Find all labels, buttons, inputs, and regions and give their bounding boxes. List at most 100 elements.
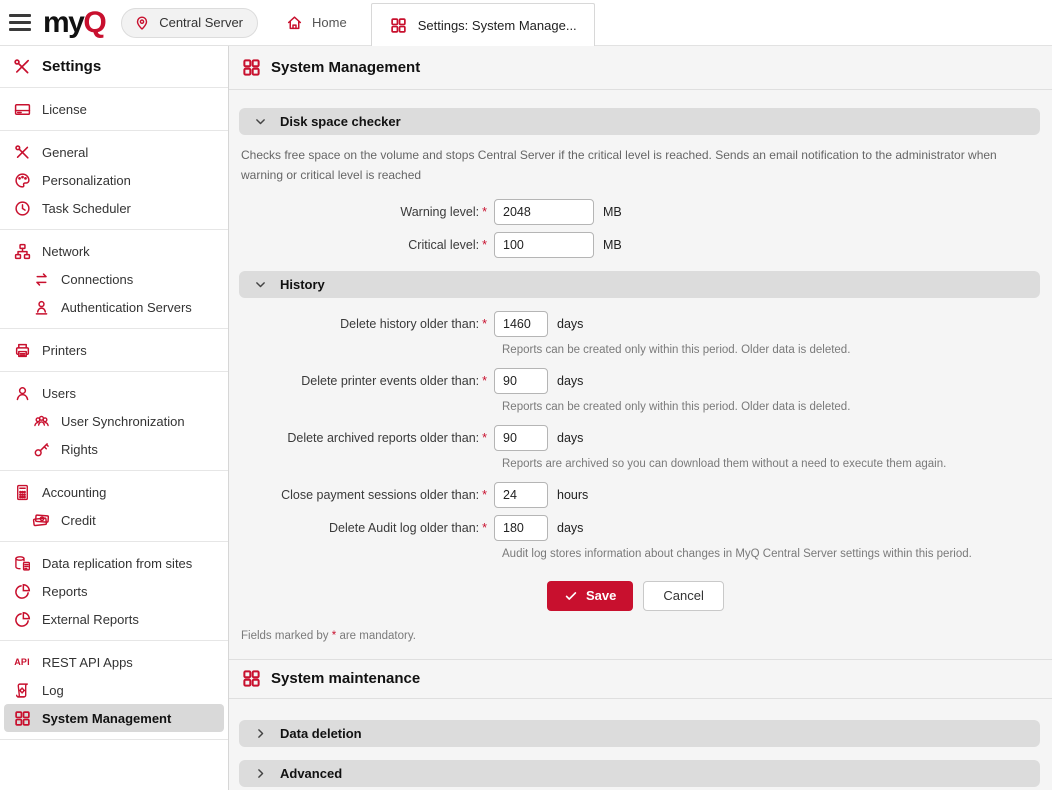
delete-audit-log-unit: days [557,520,584,535]
grid-icon [12,708,32,728]
banknotes-icon [31,510,51,530]
delete-printer-events-input[interactable] [494,367,548,394]
warning-level-input[interactable] [494,198,594,225]
sidebar-item-rights[interactable]: Rights [0,435,228,463]
delete-history-input[interactable] [494,310,548,337]
tab-settings-label: Settings: System Manage... [417,17,577,33]
mandatory-fields-note: Fields marked by * are mandatory. [241,629,416,642]
warning-level-label: Warning level: * [400,204,487,219]
delete-audit-log-label: Delete Audit log older than: * [329,520,487,535]
field-delete-archived-reports: Delete archived reports older than:* day… [239,424,1040,451]
calculator-icon [12,482,32,502]
section-history[interactable]: History [239,270,1040,298]
users-group-icon [31,411,51,431]
sidebar-item-network[interactable]: Network [0,237,228,265]
sidebar-item-general[interactable]: General [0,138,228,166]
section-advanced[interactable]: Advanced [239,759,1040,787]
chevron-down-icon [250,274,270,294]
delete-archived-reports-unit: days [557,430,584,445]
swap-arrows-icon [31,269,51,289]
pie-chart-icon [12,609,32,629]
top-bar: myQ Central Server Home Settings: System… [0,0,1052,46]
delete-printer-events-unit: days [557,373,584,388]
delete-history-help: Reports can be created only within this … [502,343,851,356]
sidebar-item-accounting[interactable]: Accounting [0,478,228,506]
scroll-icon [12,680,32,700]
grid-icon [241,669,261,689]
sidebar-item-reports[interactable]: Reports [0,577,228,605]
check-icon [564,589,578,603]
tab-settings-system-management[interactable]: Settings: System Manage... [370,3,595,46]
user-icon [12,383,32,403]
menu-icon[interactable] [9,14,31,31]
close-payment-sessions-unit: hours [557,487,589,502]
tab-home[interactable]: Home [276,13,355,33]
settings-sidebar: Settings License General Persona [0,46,229,790]
license-card-icon [12,99,32,119]
tab-home-label: Home [312,15,347,30]
delete-audit-log-input[interactable] [494,514,548,541]
page-title-system-management: System Management [229,46,1052,90]
delete-history-unit: days [557,316,584,331]
section-disk-space-checker[interactable]: Disk space checker [239,108,1040,135]
sidebar-item-external-reports[interactable]: External Reports [0,605,228,633]
chevron-right-icon [250,723,270,743]
delete-audit-log-help: Audit log stores information about chang… [502,547,972,560]
sidebar-item-license[interactable]: License [0,95,228,123]
main-content: System Management Disk space checker Che… [229,46,1052,790]
section-data-deletion[interactable]: Data deletion [239,719,1040,747]
sidebar-title-settings: Settings [0,46,228,88]
field-delete-history: Delete history older than:* days [239,310,1040,337]
clock-icon [12,198,32,218]
cancel-button[interactable]: Cancel [643,580,724,611]
field-delete-printer-events: Delete printer events older than:* days [239,367,1040,394]
location-pin-icon [132,13,152,33]
field-delete-audit-log: Delete Audit log older than:* days [239,514,1040,541]
delete-archived-reports-label: Delete archived reports older than: * [287,430,487,445]
myq-logo[interactable]: myQ [43,5,107,39]
sidebar-item-user-synchronization[interactable]: User Synchronization [0,407,228,435]
sidebar-item-authentication-servers[interactable]: Authentication Servers [0,293,228,321]
close-payment-sessions-input[interactable] [494,481,548,508]
warning-level-unit: MB [603,204,622,219]
sidebar-item-system-management[interactable]: System Management [4,704,224,732]
tools-icon [12,142,32,162]
person-badge-icon [31,297,51,317]
sidebar-item-rest-api-apps[interactable]: API REST API Apps [0,648,228,676]
palette-icon [12,170,32,190]
field-close-payment-sessions: Close payment sessions older than:* hour… [239,481,1040,508]
server-badge-label: Central Server [159,15,244,30]
tools-icon [12,57,32,77]
disk-section-description: Checks free space on the volume and stop… [241,148,997,182]
sidebar-item-users[interactable]: Users [0,379,228,407]
delete-printer-events-label: Delete printer events older than: * [301,373,487,388]
critical-level-label: Critical level: * [408,237,487,252]
api-icon: API [14,657,30,667]
save-button[interactable]: Save [547,580,634,611]
sidebar-item-personalization[interactable]: Personalization [0,166,228,194]
sidebar-item-printers[interactable]: Printers [0,336,228,364]
grid-icon [241,58,261,78]
delete-archived-reports-help: Reports are archived so you can download… [502,457,947,470]
sidebar-item-connections[interactable]: Connections [0,265,228,293]
sidebar-item-credit[interactable]: Credit [0,506,228,534]
delete-archived-reports-input[interactable] [494,424,548,451]
sidebar-item-log[interactable]: Log [0,676,228,704]
home-icon [284,13,304,33]
printer-icon [12,340,32,360]
pie-chart-icon [12,581,32,601]
server-selector-badge[interactable]: Central Server [121,7,259,38]
key-icon [31,439,51,459]
form-actions: Save Cancel [547,580,1040,611]
chevron-right-icon [250,763,270,783]
field-critical-level: Critical level:* MB [239,231,1040,258]
field-warning-level: Warning level:* MB [239,198,1040,225]
sidebar-item-data-replication[interactable]: Data replication from sites [0,549,228,577]
network-icon [12,241,32,261]
close-payment-sessions-label: Close payment sessions older than: * [281,487,487,502]
sidebar-item-task-scheduler[interactable]: Task Scheduler [0,194,228,222]
page-title-system-maintenance: System maintenance [229,658,1052,699]
data-replication-icon [12,553,32,573]
critical-level-input[interactable] [494,231,594,258]
delete-printer-events-help: Reports can be created only within this … [502,400,851,413]
